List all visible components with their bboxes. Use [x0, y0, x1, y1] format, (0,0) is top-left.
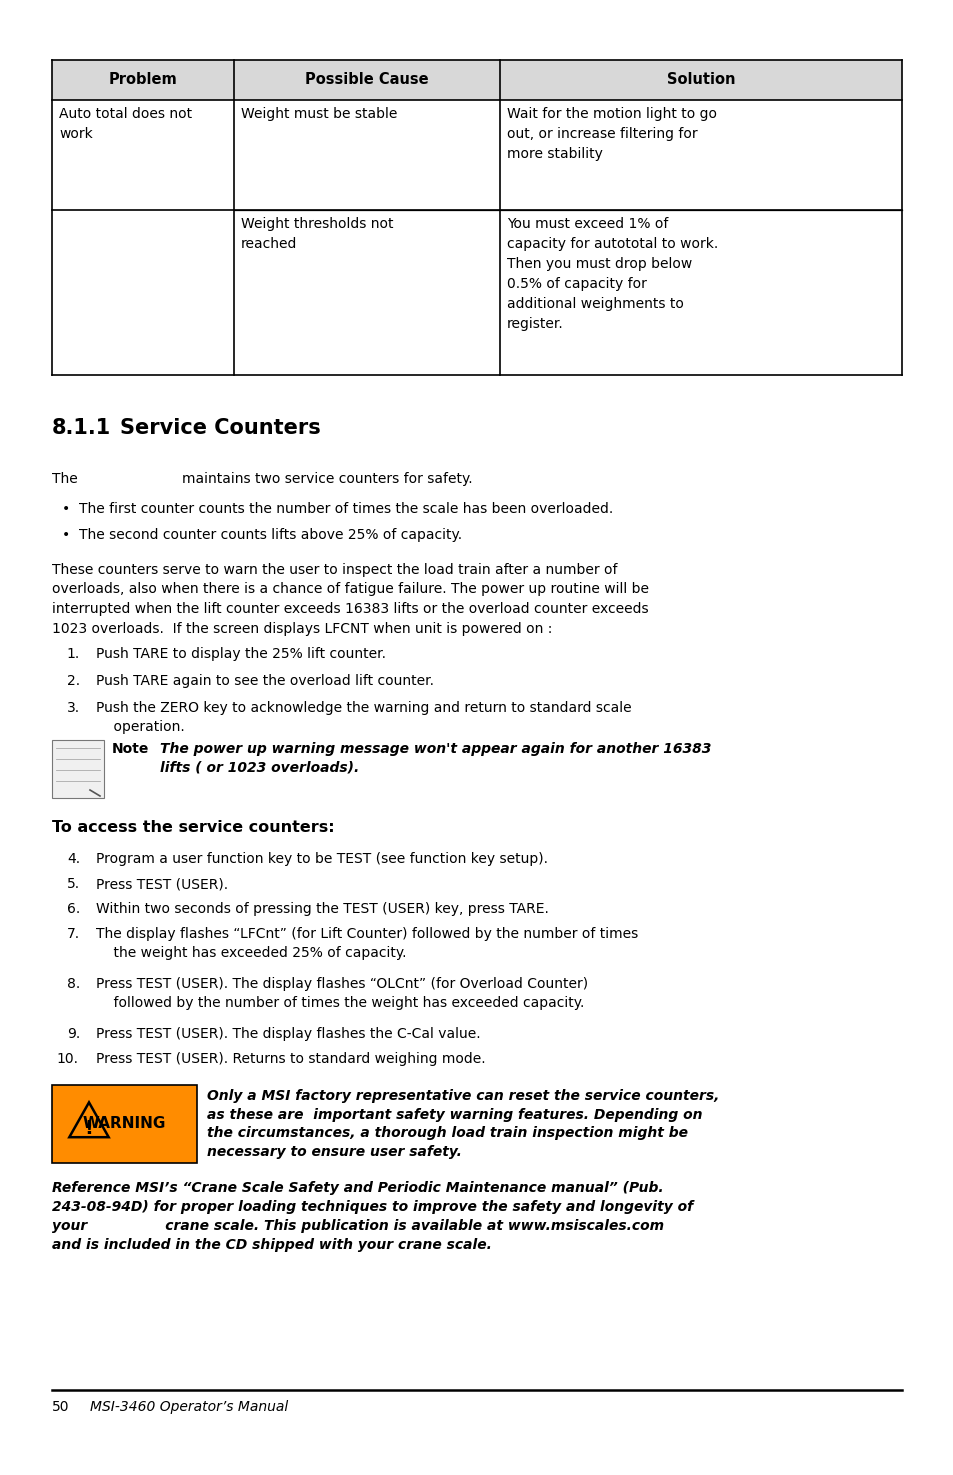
Text: 9.: 9. — [67, 1027, 80, 1041]
Text: You must exceed 1% of
capacity for autototal to work.
Then you must drop below
0: You must exceed 1% of capacity for autot… — [506, 217, 718, 332]
Text: 10.: 10. — [56, 1052, 78, 1066]
Text: MSI-3460 Operator’s Manual: MSI-3460 Operator’s Manual — [90, 1400, 288, 1415]
Text: 8.: 8. — [67, 976, 80, 991]
Text: Wait for the motion light to go
out, or increase filtering for
more stability: Wait for the motion light to go out, or … — [506, 108, 717, 161]
Text: •  The first counter counts the number of times the scale has been overloaded.: • The first counter counts the number of… — [62, 502, 613, 516]
Text: Within two seconds of pressing the TEST (USER) key, press TARE.: Within two seconds of pressing the TEST … — [96, 903, 548, 916]
Text: Auto total does not
work: Auto total does not work — [59, 108, 192, 142]
Text: 4.: 4. — [67, 853, 80, 866]
Text: Only a MSI factory representative can reset the service counters,
as these are  : Only a MSI factory representative can re… — [207, 1089, 719, 1159]
Text: Program a user function key to be TEST (see function key setup).: Program a user function key to be TEST (… — [96, 853, 547, 866]
Text: Reference MSI’s “Crane Scale Safety and Periodic Maintenance manual” (Pub.
243-0: Reference MSI’s “Crane Scale Safety and … — [52, 1181, 693, 1252]
Text: The: The — [52, 472, 77, 485]
Text: Weight thresholds not
reached: Weight thresholds not reached — [241, 217, 393, 251]
Text: •  The second counter counts lifts above 25% of capacity.: • The second counter counts lifts above … — [62, 528, 461, 541]
Text: 7.: 7. — [67, 926, 80, 941]
Text: 5.: 5. — [67, 878, 80, 891]
Text: !: ! — [85, 1120, 93, 1139]
Text: Possible Cause: Possible Cause — [305, 72, 428, 87]
Text: 3.: 3. — [67, 701, 80, 715]
Text: Push TARE to display the 25% lift counter.: Push TARE to display the 25% lift counte… — [96, 648, 386, 661]
Text: The display flashes “LFCnt” (for Lift Counter) followed by the number of times
 : The display flashes “LFCnt” (for Lift Co… — [96, 926, 638, 960]
Text: The power up warning message won't appear again for another 16383
lifts ( or 102: The power up warning message won't appea… — [160, 742, 711, 774]
Polygon shape — [70, 1102, 109, 1137]
Text: Push the ZERO key to acknowledge the warning and return to standard scale
    op: Push the ZERO key to acknowledge the war… — [96, 701, 631, 735]
Text: maintains two service counters for safety.: maintains two service counters for safet… — [182, 472, 472, 485]
Text: Problem: Problem — [109, 72, 177, 87]
Text: Press TEST (USER).: Press TEST (USER). — [96, 878, 228, 891]
Bar — [52, 1086, 196, 1162]
Text: 6.: 6. — [67, 903, 80, 916]
Text: Press TEST (USER). The display flashes “OLCnt” (for Overload Counter)
    follow: Press TEST (USER). The display flashes “… — [96, 976, 587, 1010]
Text: These counters serve to warn the user to inspect the load train after a number o: These counters serve to warn the user to… — [52, 563, 648, 636]
Text: 1.: 1. — [67, 648, 80, 661]
Text: 2.: 2. — [67, 674, 80, 687]
Text: 50: 50 — [52, 1400, 70, 1415]
Bar — [52, 740, 104, 798]
Text: Press TEST (USER). The display flashes the C-Cal value.: Press TEST (USER). The display flashes t… — [96, 1027, 480, 1041]
Text: Push TARE again to see the overload lift counter.: Push TARE again to see the overload lift… — [96, 674, 434, 687]
Text: 8.1.1: 8.1.1 — [52, 417, 112, 438]
Text: Note: Note — [112, 742, 150, 757]
Text: WARNING: WARNING — [83, 1117, 166, 1131]
Text: Service Counters: Service Counters — [120, 417, 320, 438]
Text: To access the service counters:: To access the service counters: — [52, 820, 335, 835]
Text: Weight must be stable: Weight must be stable — [241, 108, 397, 121]
Text: Press TEST (USER). Returns to standard weighing mode.: Press TEST (USER). Returns to standard w… — [96, 1052, 485, 1066]
Text: Solution: Solution — [666, 72, 735, 87]
Bar — [52, 60, 901, 100]
